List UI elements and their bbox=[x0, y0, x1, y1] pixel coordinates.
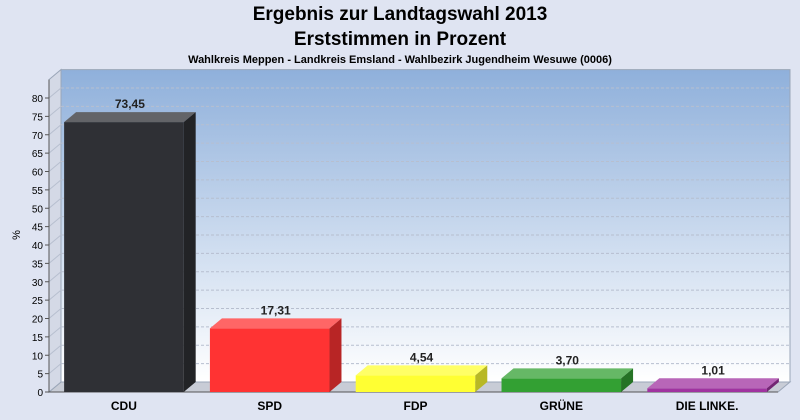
gridline-side bbox=[48, 289, 62, 301]
chart-title: Ergebnis zur Landtagswahl 2013 bbox=[252, 4, 548, 25]
bar-top bbox=[355, 365, 488, 376]
gridline-side bbox=[48, 124, 62, 136]
bar-side bbox=[183, 112, 196, 392]
y-tick-label: 75 bbox=[32, 112, 44, 123]
bar-top bbox=[64, 112, 196, 123]
gridline-side bbox=[48, 105, 62, 117]
gridline-side bbox=[48, 326, 62, 338]
bar-side bbox=[475, 365, 488, 392]
y-tick-label: 60 bbox=[32, 168, 44, 179]
gridline-side bbox=[48, 363, 62, 375]
bar bbox=[647, 388, 767, 392]
bar-group: 17,31 bbox=[209, 303, 342, 392]
y-axis-label: % bbox=[11, 230, 23, 240]
bar-group: 3,70 bbox=[501, 353, 634, 392]
gridline-side bbox=[48, 197, 62, 209]
bar bbox=[355, 375, 476, 392]
y-tick-label: 80 bbox=[32, 94, 44, 105]
bar-top bbox=[501, 368, 634, 379]
bar-side bbox=[329, 318, 342, 392]
y-tick-label: 15 bbox=[32, 333, 44, 344]
gridline-side bbox=[48, 142, 62, 154]
y-tick-label: 10 bbox=[32, 351, 44, 362]
gridline-side bbox=[48, 179, 62, 191]
bar bbox=[501, 378, 622, 392]
bar-side bbox=[766, 378, 779, 392]
y-tick-label: 20 bbox=[32, 315, 44, 326]
bar-group: 4,54 bbox=[355, 350, 488, 392]
bar-top bbox=[209, 318, 342, 329]
x-category-label: CDU bbox=[111, 399, 137, 413]
bar-value-label: 17,31 bbox=[261, 303, 291, 317]
y-tick-label: 0 bbox=[37, 388, 43, 399]
bar-side bbox=[621, 368, 634, 392]
gridline-side bbox=[48, 271, 62, 283]
gridline-side bbox=[48, 344, 62, 356]
x-category-label: SPD bbox=[257, 399, 282, 413]
chart-district-subtitle: Wahlkreis Meppen - Landkreis Emsland - W… bbox=[188, 54, 612, 66]
x-category-label: FDP bbox=[404, 399, 428, 413]
y-tick-label: 40 bbox=[32, 241, 44, 252]
gridline-side bbox=[48, 161, 62, 172]
gridline-side bbox=[48, 234, 62, 246]
bar-value-label: 73,45 bbox=[115, 97, 145, 111]
y-tick-label: 35 bbox=[32, 259, 44, 270]
y-tick-label: 25 bbox=[32, 296, 44, 307]
x-category-label: GRÜNE bbox=[540, 398, 583, 413]
y-tick-label: 50 bbox=[32, 204, 44, 215]
chart-subtitle: Erststimmen in Prozent bbox=[293, 29, 507, 50]
gridline-side bbox=[48, 87, 62, 99]
bar-group: 1,01 bbox=[647, 363, 779, 392]
gridline-side bbox=[48, 308, 62, 319]
gridline-side bbox=[48, 216, 62, 228]
bar-group: 73,45 bbox=[64, 97, 196, 392]
y-tick-label: 5 bbox=[37, 370, 43, 381]
x-category-label: DIE LINKE. bbox=[676, 399, 739, 413]
bar-value-label: 1,01 bbox=[701, 363, 725, 377]
y-tick-label: 55 bbox=[32, 186, 44, 197]
bar bbox=[209, 328, 330, 392]
bar-value-label: 4,54 bbox=[410, 350, 434, 364]
plot-side-wall bbox=[48, 68, 62, 394]
bar-value-label: 3,70 bbox=[556, 353, 580, 367]
y-tick-label: 65 bbox=[32, 149, 44, 160]
bar-top bbox=[647, 378, 779, 389]
y-tick-label: 45 bbox=[32, 223, 44, 234]
y-tick-label: 30 bbox=[32, 278, 44, 289]
bar bbox=[64, 122, 184, 392]
y-tick-label: 70 bbox=[32, 131, 44, 142]
gridline-side bbox=[48, 252, 62, 264]
